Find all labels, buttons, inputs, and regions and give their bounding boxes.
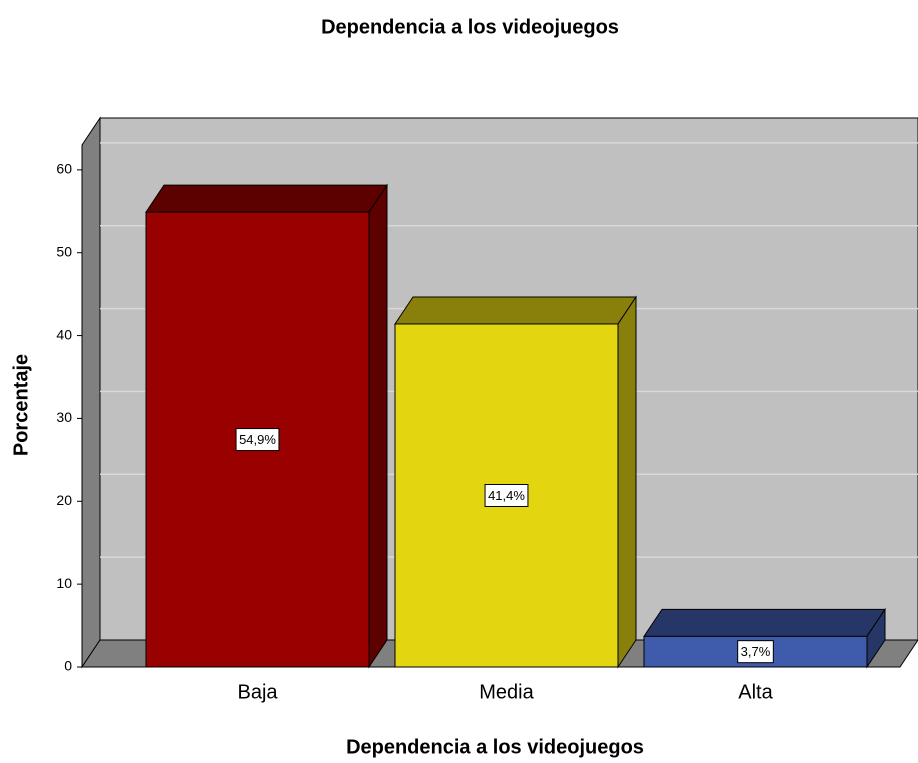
value-label-box [737, 640, 774, 664]
value-label-box [235, 428, 280, 452]
y-tick-label: 50 [56, 243, 72, 259]
y-axis-label: Porcentaje [10, 354, 32, 456]
y-tick-label: 40 [56, 326, 72, 342]
bar-side [617, 295, 637, 669]
x-axis-label: Dependencia a los videojuegos [346, 736, 644, 758]
y-tick-label: 20 [56, 492, 72, 508]
y-tick-label: 10 [56, 575, 72, 591]
y-tick-label: 30 [56, 409, 72, 425]
y-tick-label: 0 [64, 658, 72, 674]
value-label: 54,9% [239, 432, 276, 447]
y-tick-label: 60 [56, 161, 72, 177]
x-tick-label: Media [479, 681, 534, 703]
bar-side [368, 183, 388, 669]
left-wall [81, 116, 101, 669]
value-label: 3,7% [741, 644, 771, 659]
value-label: 41,4% [488, 488, 525, 503]
bar-top [643, 608, 886, 637]
bar-top [145, 184, 388, 213]
chart-title: Dependencia a los videojuegos [321, 16, 619, 38]
x-tick-label: Alta [738, 681, 773, 703]
value-label-box [484, 483, 529, 507]
bar-top [394, 296, 637, 325]
x-tick-label: Baja [237, 681, 278, 703]
